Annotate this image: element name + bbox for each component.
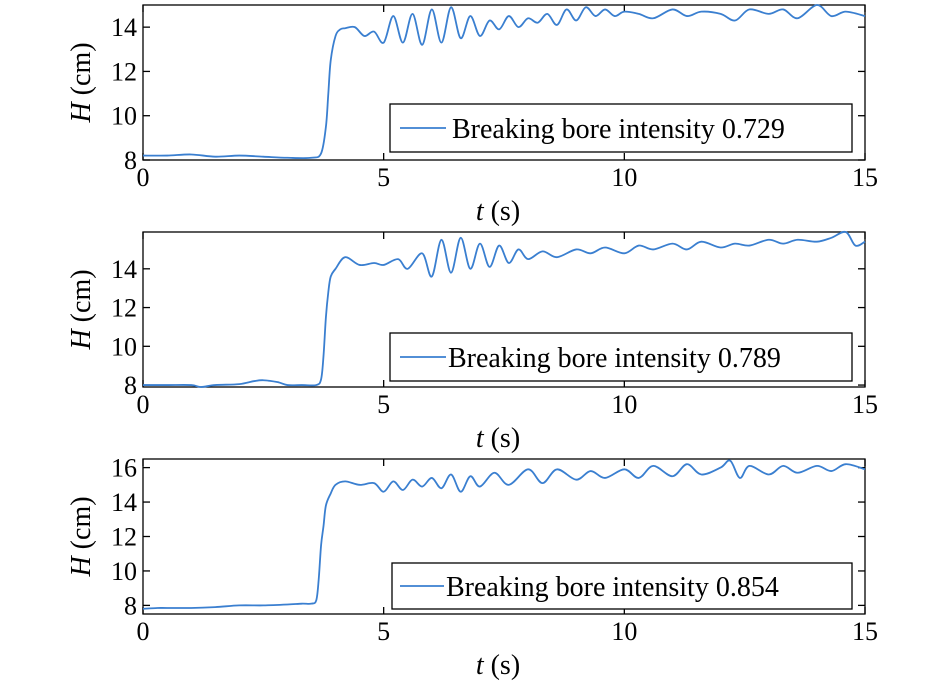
y-tick-label: 10 [111,332,137,361]
legend-label: Breaking bore intensity 0.854 [446,572,779,603]
tick-group: 0 5 10 15 8 10 12 14 16 [111,454,878,646]
x-tick-label: 0 [137,390,150,419]
x-axis-unit: (s) [491,650,521,681]
legend: Breaking bore intensity 0.789 [389,332,853,382]
x-axis-variable: t [476,423,485,454]
y-axis-unit: (cm) [66,269,97,322]
y-tick-label: 10 [111,557,137,586]
x-tick-label: 15 [852,617,878,646]
x-axis-label: t (s) [476,650,520,681]
series-group [142,230,866,388]
x-tick-label: 10 [611,617,637,646]
y-axis-label: H (cm) [66,42,97,123]
tick-group: 0 5 10 15 8 10 12 14 [111,232,878,419]
series-line [142,4,866,160]
y-tick-label: 8 [124,371,137,400]
subplot-1: 0 5 10 15 8 10 12 14 Breaking bore intensity 0.… [66,4,878,227]
x-tick-label: 15 [852,163,878,192]
x-axis-variable: t [476,196,485,227]
y-tick-label: 12 [111,523,137,552]
y-tick-label: 10 [111,102,137,131]
y-axis-variable: H [66,328,97,351]
x-axis-label: t (s) [476,196,520,227]
y-tick-label: 8 [124,591,137,620]
series-line [142,230,866,388]
x-axis-variable: t [476,650,485,681]
y-tick-label: 14 [111,255,137,284]
x-axis-unit: (s) [491,423,521,454]
x-tick-label: 10 [611,163,637,192]
y-axis-unit: (cm) [66,496,97,549]
legend-label: Breaking bore intensity 0.789 [448,343,781,374]
series-line [142,459,866,610]
x-tick-label: 5 [377,390,390,419]
x-tick-label: 5 [377,617,390,646]
x-tick-label: 0 [137,617,150,646]
legend: Breaking bore intensity 0.854 [391,562,853,610]
axes-frame [142,231,866,388]
y-axis-unit: (cm) [66,42,97,95]
tick-group: 0 5 10 15 8 10 12 14 [111,5,878,192]
y-tick-label: 12 [111,57,137,86]
series-group [142,4,866,160]
y-axis-variable: H [66,101,97,124]
legend-label: Breaking bore intensity 0.729 [452,114,785,145]
x-tick-label: 5 [377,163,390,192]
y-tick-label: 12 [111,294,137,323]
axes-frame [142,4,866,161]
y-tick-label: 16 [111,454,137,483]
x-tick-label: 10 [611,390,637,419]
y-tick-label: 14 [111,13,137,42]
y-axis-label: H (cm) [66,496,97,577]
legend: Breaking bore intensity 0.729 [389,103,853,153]
legend-box [389,103,853,153]
y-tick-label: 14 [111,488,137,517]
x-tick-label: 15 [852,390,878,419]
subplot-3: 0 5 10 15 8 10 12 14 16 Breaking bore intensity … [66,454,878,681]
y-axis-variable: H [66,555,97,578]
y-axis-label: H (cm) [66,269,97,350]
legend-box [389,332,853,382]
legend-box [391,562,853,610]
x-axis-unit: (s) [491,196,521,227]
series-group [142,459,866,610]
x-tick-label: 0 [137,163,150,192]
y-tick-label: 8 [124,146,137,175]
subplot-2: 0 5 10 15 8 10 12 14 Breaking bore intensity 0.… [66,230,878,454]
x-axis-label: t (s) [476,423,520,454]
